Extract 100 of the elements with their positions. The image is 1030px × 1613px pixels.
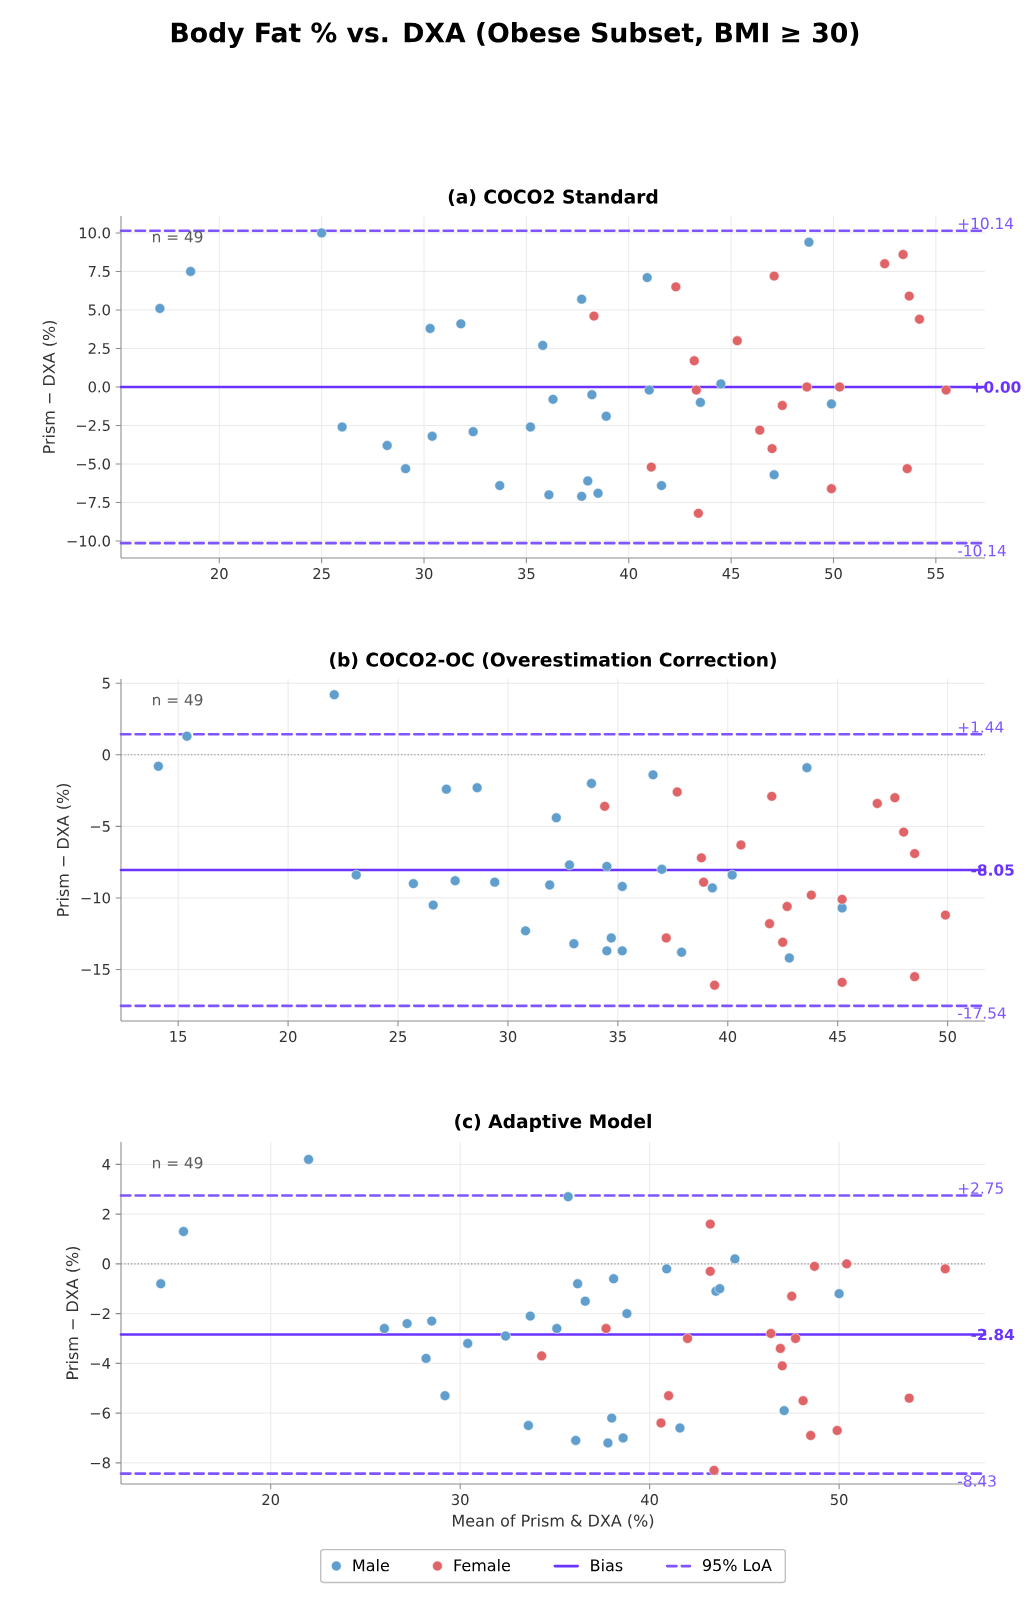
point — [601, 861, 613, 872]
point — [351, 869, 362, 881]
point — [547, 394, 559, 405]
point — [777, 400, 788, 411]
y-tick-label: −5.0 — [76, 458, 110, 470]
x-tick-label: 50 — [825, 568, 842, 580]
point — [525, 1310, 536, 1322]
point — [661, 1263, 672, 1275]
point — [551, 812, 562, 823]
legend-label: 95% LoA — [702, 1559, 772, 1572]
point — [641, 272, 653, 283]
point — [909, 848, 920, 859]
point — [520, 925, 531, 937]
point — [670, 281, 682, 293]
point — [834, 381, 845, 393]
y-tick-label: 7.5 — [88, 266, 110, 277]
point — [940, 1263, 951, 1275]
chart-title: (b) COCO2-OC (Overestimation Correction) — [330, 652, 776, 669]
chart-subtitle: (a) COCO2 Standard — [448, 189, 658, 206]
x-tick-label: 40 — [719, 1031, 737, 1043]
y-tick-label: −8 — [90, 1457, 110, 1469]
point — [833, 1288, 845, 1299]
point — [617, 881, 628, 892]
point — [455, 318, 467, 330]
y-tick-label: 5 — [102, 677, 110, 689]
point — [462, 1338, 473, 1349]
point — [826, 483, 837, 494]
x-tick-label: 20 — [262, 1494, 280, 1506]
point — [661, 932, 672, 944]
point — [572, 1278, 583, 1289]
point — [909, 971, 920, 982]
x-tick-label: 45 — [722, 568, 740, 579]
point — [336, 421, 348, 433]
point — [576, 491, 587, 502]
annotation: +1.44 — [958, 721, 1004, 733]
y-tick-label: 0 — [102, 1258, 110, 1270]
point — [901, 463, 913, 474]
y-axis-title: Prism − DXA (%) — [56, 783, 71, 916]
x-tick-label: 30 — [415, 568, 433, 580]
point — [705, 1218, 716, 1230]
point — [940, 909, 951, 921]
point — [764, 918, 775, 929]
point — [872, 798, 883, 809]
y-tick-label: 4 — [102, 1159, 111, 1170]
y-tick-label: −10.0 — [67, 535, 110, 547]
point — [689, 355, 700, 367]
point — [674, 1422, 686, 1434]
point — [185, 266, 196, 277]
point — [601, 411, 612, 422]
point — [580, 1295, 591, 1307]
point — [606, 1412, 617, 1424]
point — [898, 826, 909, 838]
point — [562, 1191, 574, 1202]
y-tick-label: −10 — [81, 892, 110, 904]
point — [329, 689, 340, 700]
point — [768, 469, 780, 480]
point — [914, 314, 925, 325]
point — [586, 389, 598, 400]
point — [178, 1226, 189, 1237]
point — [543, 489, 555, 501]
point — [617, 1432, 629, 1444]
point — [766, 791, 777, 802]
point — [592, 488, 604, 499]
point — [735, 839, 747, 851]
point — [586, 778, 597, 789]
annotation: n = 49 — [153, 1156, 203, 1169]
y-tick-label: −7.5 — [76, 497, 110, 508]
point — [599, 801, 610, 812]
y-axis-title: Prism − DXA (%) — [65, 1246, 81, 1379]
x-tick-label: 20 — [211, 568, 228, 580]
point — [439, 1390, 451, 1401]
point — [608, 1273, 619, 1284]
point — [777, 937, 788, 948]
point — [786, 1291, 797, 1302]
point — [426, 1315, 437, 1327]
point — [696, 852, 707, 864]
point — [656, 480, 667, 491]
x-tick-label: 40 — [641, 1494, 658, 1506]
point — [889, 792, 901, 803]
point — [656, 864, 668, 875]
point — [523, 1420, 534, 1431]
point — [663, 1390, 674, 1401]
point — [408, 878, 419, 889]
legend-label: Male — [353, 1558, 389, 1572]
point — [153, 761, 164, 772]
point — [155, 1278, 166, 1289]
point — [778, 1405, 790, 1416]
point — [471, 782, 483, 793]
x-tick-label: 50 — [939, 1031, 956, 1043]
point — [427, 899, 439, 911]
point — [726, 869, 738, 881]
point — [644, 384, 655, 396]
point — [536, 1350, 547, 1362]
point — [897, 249, 909, 260]
x-tick-label: 35 — [518, 568, 535, 580]
y-tick-label: 5.0 — [88, 304, 110, 316]
x-tick-label: 25 — [313, 568, 330, 580]
point — [601, 945, 613, 957]
point — [154, 303, 166, 314]
y-tick-label: −5 — [90, 820, 110, 832]
